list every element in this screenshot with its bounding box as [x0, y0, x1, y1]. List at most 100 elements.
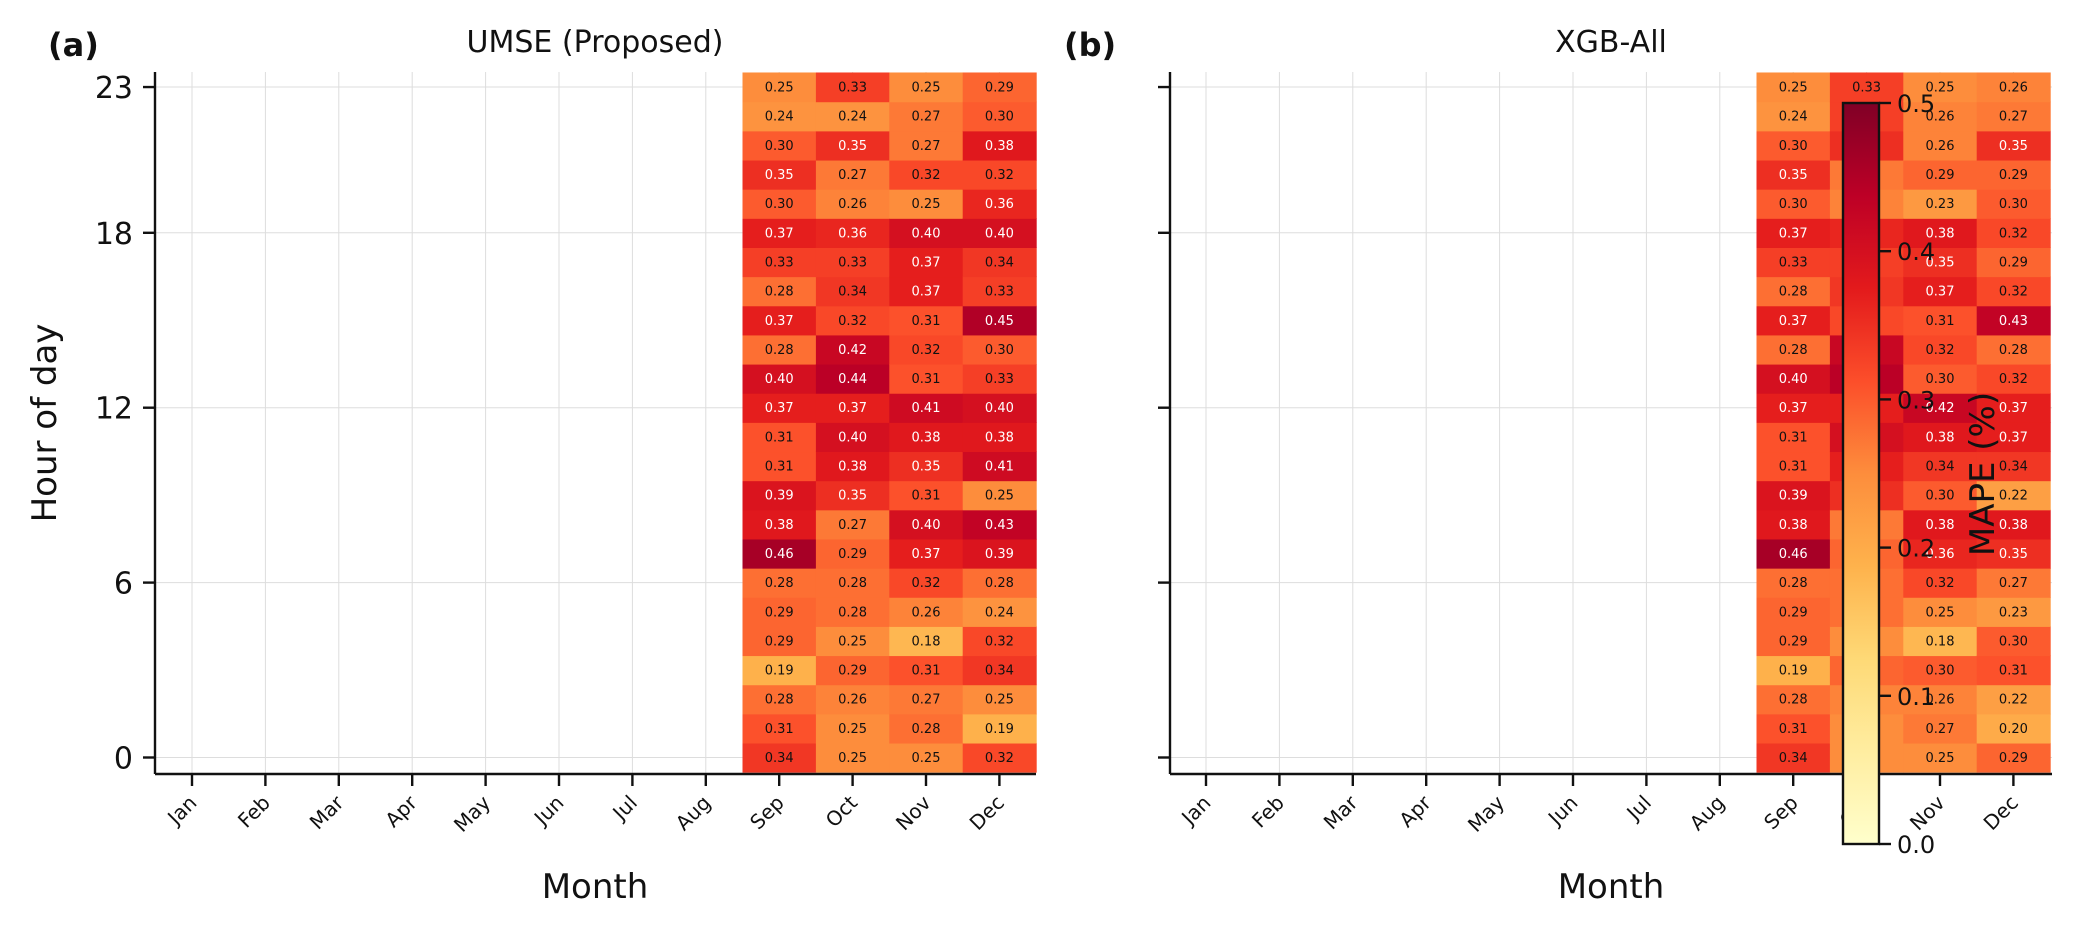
cell-label-dec-h3: 0.34	[985, 664, 1014, 679]
cell-label-dec-h14: 0.30	[985, 343, 1014, 358]
heatmap-cell-oct-h15	[815, 305, 890, 336]
cell-label-sep-h16: 0.28	[1779, 285, 1808, 300]
cell-label-nov-h17: 0.37	[912, 255, 941, 270]
cell-label-oct-h22: 0.24	[838, 110, 867, 125]
cell-label-oct-h12: 0.37	[838, 401, 867, 416]
colorbar-tick-label-5: 0.5	[1897, 90, 1935, 118]
cell-label-nov-h20: 0.29	[1926, 168, 1955, 183]
heatmap-cell-nov-h11	[889, 422, 964, 453]
cell-label-sep-h20: 0.35	[1779, 168, 1808, 183]
cell-label-sep-h8: 0.38	[1779, 518, 1808, 533]
cell-label-dec-h1: 0.19	[985, 722, 1014, 737]
heatmap-cell-dec-h4	[962, 626, 1037, 657]
cell-label-nov-h3: 0.30	[1926, 664, 1955, 679]
cell-label-sep-h15: 0.37	[765, 314, 794, 329]
heatmap-cell-dec-h3	[962, 655, 1037, 686]
cell-label-nov-h5: 0.25	[1926, 605, 1955, 620]
cell-label-dec-h3: 0.31	[1999, 664, 2028, 679]
heatmap-cell-nov-h4	[1903, 626, 1978, 657]
cell-label-nov-h2: 0.27	[912, 693, 941, 708]
cell-label-dec-h20: 0.32	[985, 168, 1014, 183]
heatmap-cell-sep-h7	[1756, 538, 1831, 569]
cell-label-dec-h13: 0.32	[1999, 372, 2028, 387]
heatmap-cell-sep-h5	[1756, 597, 1831, 627]
heatmap-cell-nov-h10	[889, 451, 964, 482]
cell-label-nov-h8: 0.38	[1926, 518, 1955, 533]
cell-label-sep-h20: 0.35	[765, 168, 794, 183]
cell-label-sep-h12: 0.37	[765, 401, 794, 416]
heatmap-cell-oct-h16	[815, 276, 890, 307]
heatmap-cell-oct-h1	[815, 713, 890, 744]
panel-a-x-axis-title: Month	[542, 867, 649, 907]
heatmap-cell-sep-h1	[1756, 713, 1831, 744]
heatmap-cell-nov-h22	[889, 101, 964, 132]
heatmap-cell-sep-h12	[742, 393, 817, 423]
heatmap-cell-nov-h9	[889, 480, 964, 511]
heatmap-cell-nov-h12	[1903, 393, 1978, 423]
heatmap-cell-sep-h23	[1756, 72, 1831, 103]
heatmap-cell-sep-h12	[1756, 393, 1831, 423]
cell-label-dec-h4: 0.30	[1999, 634, 2028, 649]
heatmap-cell-dec-h5	[1976, 597, 2051, 627]
heatmap-cell-oct-h10	[815, 451, 890, 482]
heatmap-cell-nov-h9	[1903, 480, 1978, 511]
colorbar-title: MAPE (%)	[1963, 392, 2003, 556]
heatmap-cell-sep-h18	[742, 218, 817, 248]
y-tick-label-18: 18	[95, 217, 133, 252]
cell-label-oct-h21: 0.35	[838, 139, 867, 154]
cell-label-sep-h12: 0.37	[1779, 401, 1808, 416]
heatmap-cell-sep-h3	[1756, 655, 1831, 686]
colorbar-tick-label-3: 0.3	[1897, 386, 1935, 414]
heatmap-cell-sep-h14	[742, 334, 817, 365]
cell-label-dec-h23: 0.29	[985, 81, 1014, 96]
heatmap-cell-sep-h3	[742, 655, 817, 686]
cell-label-dec-h20: 0.29	[1999, 168, 2028, 183]
heatmap-cell-nov-h13	[1903, 363, 1978, 394]
cell-label-dec-h0: 0.29	[1999, 751, 2028, 766]
cell-label-dec-h2: 0.25	[985, 693, 1014, 708]
cell-label-sep-h1: 0.31	[765, 722, 794, 737]
cell-label-sep-h15: 0.37	[1779, 314, 1808, 329]
cell-label-sep-h10: 0.31	[1779, 460, 1808, 475]
heatmap-cell-oct-h8	[815, 509, 890, 540]
cell-label-nov-h6: 0.32	[912, 576, 941, 591]
heatmap-cell-nov-h3	[889, 655, 964, 686]
heatmap-cell-nov-h15	[1903, 305, 1978, 336]
heatmap-cell-oct-h20	[815, 159, 890, 190]
cell-label-oct-h7: 0.29	[838, 547, 867, 562]
heatmap-cell-sep-h15	[1756, 305, 1831, 336]
cell-label-oct-h5: 0.28	[838, 605, 867, 620]
heatmap-cell-nov-h15	[889, 305, 964, 336]
cell-label-oct-h23: 0.33	[1852, 81, 1881, 96]
heatmap-cell-sep-h18	[1756, 218, 1831, 248]
heatmap-cell-oct-h2	[815, 684, 890, 715]
panel-a-umse: 0.34 0.31 0.28 0.19 0.29 0.29 0.28 0.46 0.38 0.39…	[25, 25, 1037, 907]
cell-label-dec-h9: 0.22	[1999, 489, 2028, 504]
cell-label-nov-h13: 0.30	[1926, 372, 1955, 387]
heatmap-cell-sep-h7	[742, 538, 817, 569]
cell-label-sep-h14: 0.28	[1779, 343, 1808, 358]
heatmap-cell-dec-h16	[1976, 276, 2051, 307]
cell-label-sep-h0: 0.34	[765, 751, 794, 766]
heatmap-cell-dec-h18	[1976, 218, 2051, 248]
cell-label-sep-h6: 0.28	[765, 576, 794, 591]
cell-label-oct-h8: 0.27	[838, 518, 867, 533]
cell-label-nov-h22: 0.26	[1926, 110, 1955, 125]
heatmap-cell-dec-h8	[1976, 509, 2051, 540]
cell-label-oct-h23: 0.33	[838, 81, 867, 96]
cell-label-oct-h19: 0.26	[838, 197, 867, 212]
cell-label-sep-h19: 0.30	[765, 197, 794, 212]
heatmap-cell-sep-h22	[742, 101, 817, 132]
heatmap-cell-sep-h14	[1756, 334, 1831, 365]
heatmap-cell-dec-h1	[1976, 713, 2051, 744]
heatmap-cell-sep-h13	[1756, 363, 1831, 394]
heatmap-cell-sep-h9	[1756, 480, 1831, 511]
heatmap-cell-dec-h2	[962, 684, 1037, 715]
heatmap-cell-sep-h15	[742, 305, 817, 336]
cell-label-sep-h9: 0.39	[1779, 489, 1808, 504]
cell-label-nov-h10: 0.34	[1926, 460, 1955, 475]
heatmap-cell-sep-h6	[1756, 568, 1831, 598]
heatmap-cell-oct-h6	[815, 568, 890, 598]
heatmap-cell-oct-h17	[815, 247, 890, 278]
cell-label-oct-h11: 0.40	[838, 430, 867, 445]
